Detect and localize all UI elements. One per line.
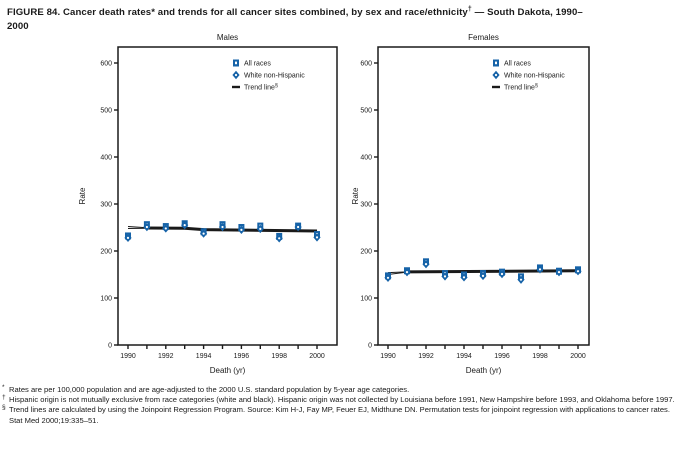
data-point-diamond — [384, 273, 392, 282]
legend-label: White non-Hispanic — [244, 73, 305, 80]
y-tick-label: 100 — [100, 296, 112, 303]
footnote-marker: § — [2, 404, 6, 412]
title-text: — South Dakota, 1990– — [471, 7, 583, 19]
title-text: FIGURE 84. Cancer death rates* and trend… — [7, 7, 468, 19]
x-tick-label: 1990 — [120, 353, 136, 360]
x-tick-label: 1994 — [456, 353, 472, 360]
plot-frame — [117, 46, 338, 346]
data-point-diamond — [294, 222, 302, 232]
y-tick-label: 300 — [360, 202, 372, 209]
footnote: § Trend lines are calculated by using the… — [2, 404, 684, 425]
footnote-marker: * — [2, 384, 5, 391]
data-point-diamond — [200, 229, 208, 238]
x-tick-label: 1992 — [158, 353, 174, 360]
y-tick-label: 300 — [100, 202, 112, 209]
data-point-diamond — [143, 222, 151, 232]
plot-frame — [377, 46, 590, 346]
data-point-diamond — [460, 273, 468, 282]
data-point-diamond — [422, 259, 430, 269]
data-point-diamond — [479, 271, 487, 281]
legend-label: White non-Hispanic — [504, 73, 565, 80]
x-tick-label: 1998 — [271, 353, 287, 360]
title-sup-marker: † — [467, 6, 472, 13]
data-point-diamond — [555, 267, 563, 277]
footnote-text: Rates are per 100,000 population and are… — [9, 385, 410, 394]
data-point-square — [233, 59, 239, 67]
y-axis-label: Rate — [351, 187, 360, 204]
data-point-diamond — [162, 224, 170, 233]
data-point-diamond — [124, 233, 132, 243]
footnote-marker: † — [2, 394, 6, 402]
data-point-diamond — [218, 222, 227, 232]
trend-line — [146, 226, 318, 233]
figure-title: FIGURE 84. Cancer death rates* and trend… — [7, 5, 683, 34]
chart-title: Females — [468, 33, 499, 42]
legend-label: All races — [244, 61, 271, 68]
figure-title-line2: 2000 — [7, 21, 29, 33]
data-point-diamond — [181, 220, 189, 230]
data-point-diamond — [237, 225, 245, 235]
y-tick-label: 0 — [368, 343, 372, 350]
y-axis-label: Rate — [78, 187, 87, 204]
y-tick-label: 200 — [360, 249, 372, 256]
y-tick-label: 500 — [360, 108, 372, 115]
x-tick-label: 1996 — [494, 353, 510, 360]
data-point-diamond — [275, 234, 283, 243]
data-point-diamond — [492, 70, 500, 80]
data-point-diamond — [574, 267, 582, 276]
x-axis-label: Death (yr) — [466, 366, 502, 375]
footnote: * Rates are per 100,000 population and ar… — [2, 384, 684, 395]
x-tick-label: 2000 — [309, 353, 325, 360]
y-tick-label: 600 — [360, 61, 372, 68]
trend-line — [406, 269, 579, 274]
legend-label: Trend line§ — [244, 83, 278, 92]
y-tick-label: 200 — [100, 249, 112, 256]
data-point-diamond — [517, 275, 525, 284]
x-tick-label: 1992 — [418, 353, 434, 360]
chart-title: Males — [217, 33, 238, 42]
x-tick-label: 1990 — [380, 353, 396, 360]
data-point-diamond — [256, 224, 264, 234]
y-tick-label: 400 — [100, 155, 112, 162]
data-point-square — [493, 59, 499, 67]
footnotes: * Rates are per 100,000 population and ar… — [2, 384, 684, 426]
x-tick-label: 1998 — [532, 353, 548, 360]
x-axis-label: Death (yr) — [210, 366, 246, 375]
y-tick-label: 100 — [360, 296, 372, 303]
y-tick-label: 400 — [360, 155, 372, 162]
y-tick-label: 600 — [100, 61, 112, 68]
data-point-diamond — [536, 265, 544, 274]
data-point-diamond — [232, 70, 240, 80]
legend-label: Trend line§ — [504, 83, 538, 92]
x-tick-label: 1994 — [196, 353, 212, 360]
data-point-diamond — [441, 272, 449, 281]
x-tick-label: 1996 — [234, 353, 250, 360]
figure-title-line1: FIGURE 84. Cancer death rates* and trend… — [7, 5, 683, 20]
females-chart: Females 0 100 200 300 400 500 600 1990 1992 1994 19… — [351, 33, 590, 375]
footnote-text: Trend lines are calculated by using the … — [9, 405, 670, 425]
males-chart: Males 0 100 200 300 400 500 600 1990 1992 1994 1996… — [78, 33, 338, 375]
data-point-diamond — [498, 269, 506, 279]
data-point-diamond — [403, 267, 411, 277]
y-tick-label: 0 — [108, 343, 112, 350]
y-tick-label: 500 — [100, 108, 112, 115]
data-point-diamond — [313, 233, 321, 242]
footnote: † Hispanic origin is not mutually exclusi… — [2, 394, 684, 405]
x-tick-label: 2000 — [570, 353, 586, 360]
footnote-text: Hispanic origin is not mutually exclusiv… — [9, 395, 675, 405]
legend-label: All races — [504, 61, 531, 68]
